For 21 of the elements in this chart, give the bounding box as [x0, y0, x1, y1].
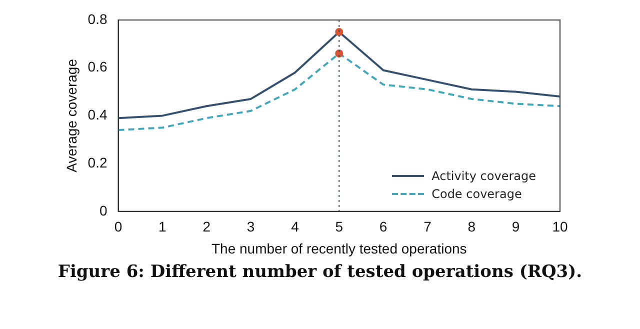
x-tick-label: 7 — [424, 218, 432, 235]
y-tick-label: 0.2 — [88, 154, 108, 170]
x-tick-label: 8 — [468, 218, 476, 235]
y-tick-label: 0.8 — [88, 10, 108, 27]
legend-label: Activity coverage — [432, 169, 536, 184]
x-tick-label: 4 — [291, 218, 300, 235]
x-tick-label: 1 — [158, 218, 167, 235]
x-tick-label: 6 — [379, 218, 388, 235]
x-tick-label: 2 — [202, 218, 211, 235]
legend-label: Code coverage — [432, 187, 522, 202]
text: Figure 6: Different number of tested operations (RQ3). — [56, 262, 584, 282]
y-tick-label: 0.6 — [88, 58, 108, 75]
x-tick-label: 5 — [335, 218, 344, 235]
y-tick-label: 0 — [99, 202, 108, 218]
x-tick-label: 3 — [246, 218, 255, 235]
x-axis-title: The number of recently tested operations — [212, 240, 467, 256]
x-tick-label: 9 — [512, 218, 520, 235]
y-tick-label: 0.4 — [88, 106, 108, 123]
y-axis-title: Average coverage — [63, 58, 80, 172]
x-tick-label: 10 — [552, 218, 568, 235]
x-tick-label: 0 — [114, 218, 122, 235]
